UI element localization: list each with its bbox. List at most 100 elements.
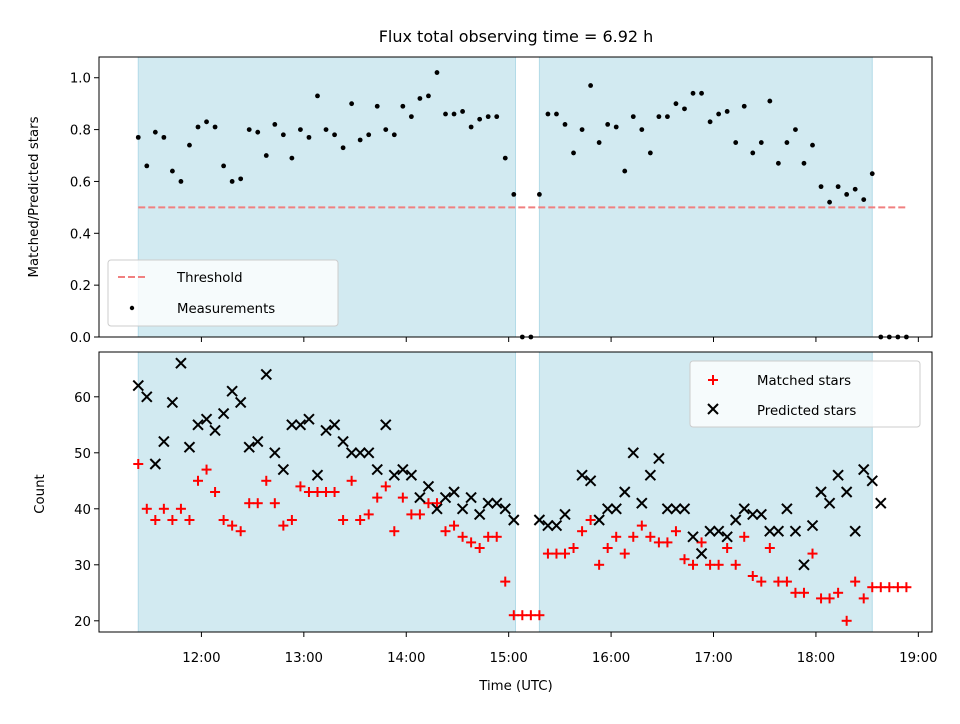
predicted-star-point	[806, 519, 819, 532]
top-x-ticks	[200, 337, 919, 342]
y-tick-label: 0.2	[70, 279, 91, 294]
matched-star-point	[355, 515, 366, 525]
measurement-point	[289, 155, 295, 161]
measurement-point	[869, 171, 875, 177]
predicted-star-point	[243, 441, 255, 453]
measurement-point	[229, 179, 235, 184]
predicted-star-point	[234, 396, 247, 409]
matched-star-point	[372, 492, 383, 503]
measurement-point	[323, 127, 329, 132]
matched-star-point	[414, 509, 425, 520]
matched-star-point	[747, 571, 758, 581]
matched-star-point	[363, 509, 374, 520]
matched-star-point	[167, 515, 178, 525]
measurement-point	[408, 114, 414, 120]
matched-star-point	[406, 509, 417, 520]
matched-star-point	[303, 487, 314, 497]
measurement-point	[827, 199, 832, 205]
predicted-star-point	[533, 514, 546, 526]
measurement-point	[690, 90, 696, 96]
matched-star-point	[722, 543, 733, 553]
x-tick-label: 12:00	[182, 651, 220, 666]
observing-window-2	[538, 56, 873, 338]
matched-star-point	[517, 610, 528, 621]
matched-star-point	[824, 593, 835, 604]
matched-star-point	[235, 526, 246, 537]
matched-star-point	[739, 531, 750, 542]
matched-star-point	[790, 587, 801, 598]
measurement-point	[699, 90, 704, 96]
matched-star-point	[628, 531, 639, 542]
matched-star-point	[141, 503, 152, 514]
measurement-point	[152, 129, 158, 135]
matched-star-point	[679, 554, 690, 565]
predicted-star-point	[747, 508, 759, 521]
predicted-star-point	[619, 486, 631, 498]
measurement-point	[656, 114, 662, 120]
matched-star-point	[841, 615, 852, 626]
measurements-legend-swatch	[129, 305, 135, 311]
matched-star-point	[329, 487, 340, 497]
predicted-star-point	[875, 497, 887, 509]
matched-star-point	[764, 543, 775, 553]
predicted-star-point	[141, 391, 153, 403]
matched-star-point	[756, 576, 767, 587]
matched-star-point	[150, 515, 161, 525]
measurement-point	[793, 127, 798, 132]
measurement-point	[775, 160, 781, 166]
predicted-star-point	[277, 463, 290, 476]
matched-star-point	[193, 475, 204, 486]
matched-star-point	[218, 515, 229, 525]
measurement-point	[357, 137, 363, 143]
predicted-star-point	[729, 514, 742, 526]
measurement-point	[545, 111, 551, 117]
matched-star-point	[158, 503, 169, 514]
measurement-point	[716, 111, 722, 117]
predicted-star-point	[508, 514, 520, 526]
predicted-star-point	[431, 503, 443, 515]
predicted-star-point	[388, 469, 401, 481]
matched-star-point	[602, 543, 613, 553]
matched-star-point	[397, 492, 408, 503]
predicted-star-point	[149, 458, 162, 470]
ratio-panel: Flux total observing time = 6.92 h Match…	[27, 27, 933, 346]
measurement-point	[349, 101, 355, 107]
measurement-point	[221, 163, 227, 169]
measurement-point	[169, 168, 175, 174]
measurement-point	[835, 184, 841, 190]
measurement-point	[571, 150, 576, 156]
matched-star-point	[611, 531, 622, 542]
measurement-point	[195, 124, 201, 130]
predicted-star-point	[712, 525, 725, 537]
measurement-point	[443, 111, 448, 117]
matched-star-point	[867, 582, 878, 593]
measurement-point	[383, 127, 389, 132]
measurement-point	[391, 132, 397, 138]
x-tick-label: 17:00	[694, 651, 732, 666]
matched-star-point	[269, 498, 280, 509]
matched-star-point	[312, 487, 323, 497]
y-tick-label: 0.6	[70, 175, 91, 190]
x-tick-label: 13:00	[285, 651, 323, 666]
chart-title: Flux total observing time = 6.92 h	[379, 27, 654, 46]
measurement-point	[673, 101, 679, 107]
matched-star-point	[662, 537, 673, 548]
matched-star-point	[551, 548, 562, 559]
predicted-star-point	[755, 508, 768, 521]
x-tick-label: 15:00	[490, 651, 528, 666]
measurement-point	[511, 192, 517, 197]
matched-star-point	[807, 548, 818, 559]
predicted-star-point	[678, 503, 691, 515]
predicted-star-point	[158, 435, 170, 448]
predicted-star-point	[260, 368, 272, 381]
predicted-star-point	[414, 491, 426, 504]
predicted-star-point	[397, 463, 409, 476]
matched-star-point	[901, 582, 912, 593]
top-y-ticks: 0.0 0.2 0.4 0.6 0.8 1.0	[70, 72, 99, 346]
predicted-star-point	[217, 407, 230, 420]
matched-star-point	[696, 537, 707, 548]
matched-star-point	[594, 559, 605, 570]
predicted-star-point	[456, 503, 469, 515]
matched-star-point	[577, 526, 588, 537]
